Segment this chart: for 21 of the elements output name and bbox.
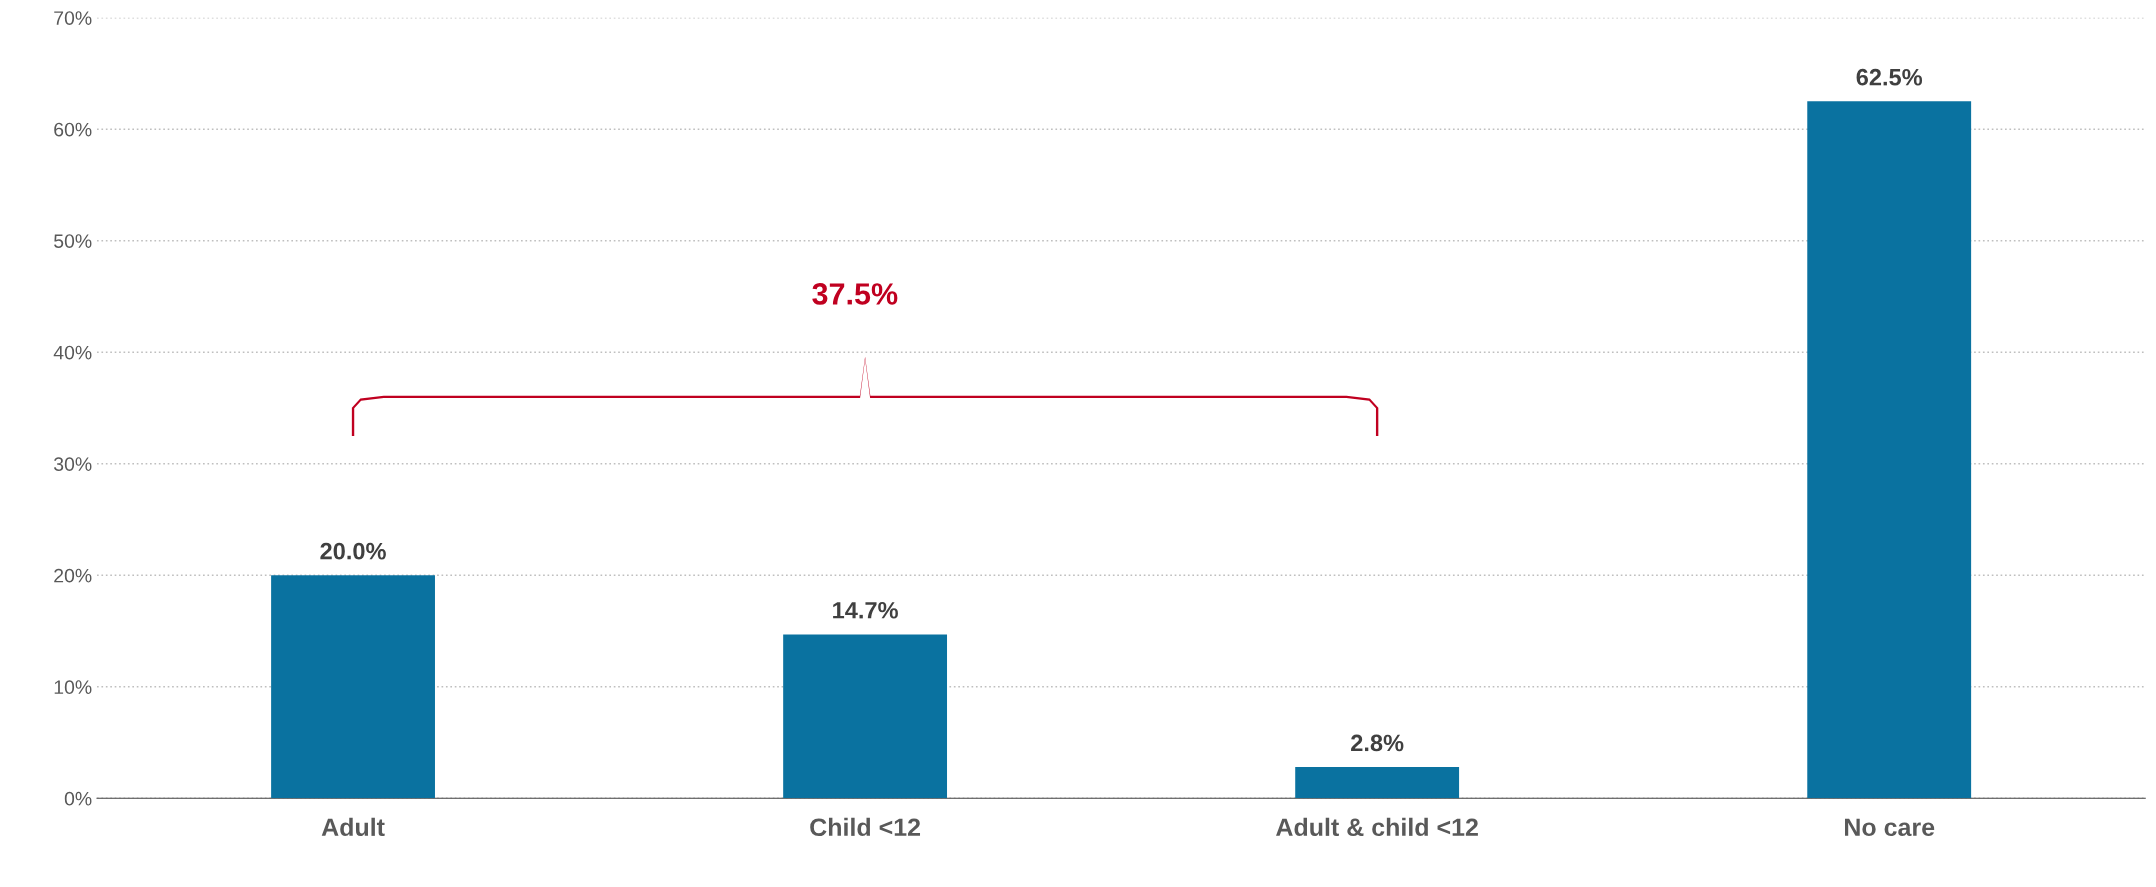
y-tick-label: 70% — [54, 11, 92, 25]
bar — [1807, 101, 1972, 799]
data-label: 20.0% — [320, 542, 386, 560]
x-tick-label: Adult — [321, 817, 385, 837]
y-tick-label: 50% — [54, 234, 92, 248]
annotation: 37.5% — [812, 283, 898, 305]
y-tick-label: 60% — [54, 122, 92, 137]
y-tick-label: 30% — [53, 457, 92, 472]
bar — [1295, 767, 1460, 799]
x-tick-label: Child <12 — [810, 817, 921, 837]
data-label: 2.8% — [1351, 734, 1404, 752]
bar — [271, 575, 435, 799]
y-tick-label: 0% — [64, 791, 92, 806]
bar — [783, 634, 948, 799]
data-label: 14.7% — [833, 601, 898, 619]
y-tick-label: 10% — [54, 680, 92, 695]
y-tick-label: 20% — [54, 568, 92, 583]
data-label: 62.5% — [1856, 68, 1923, 86]
x-tick-label: Adult & child <12 — [1276, 817, 1478, 837]
y-tick-label: 40% — [53, 345, 92, 360]
x-tick-label: No care — [1845, 818, 1935, 837]
